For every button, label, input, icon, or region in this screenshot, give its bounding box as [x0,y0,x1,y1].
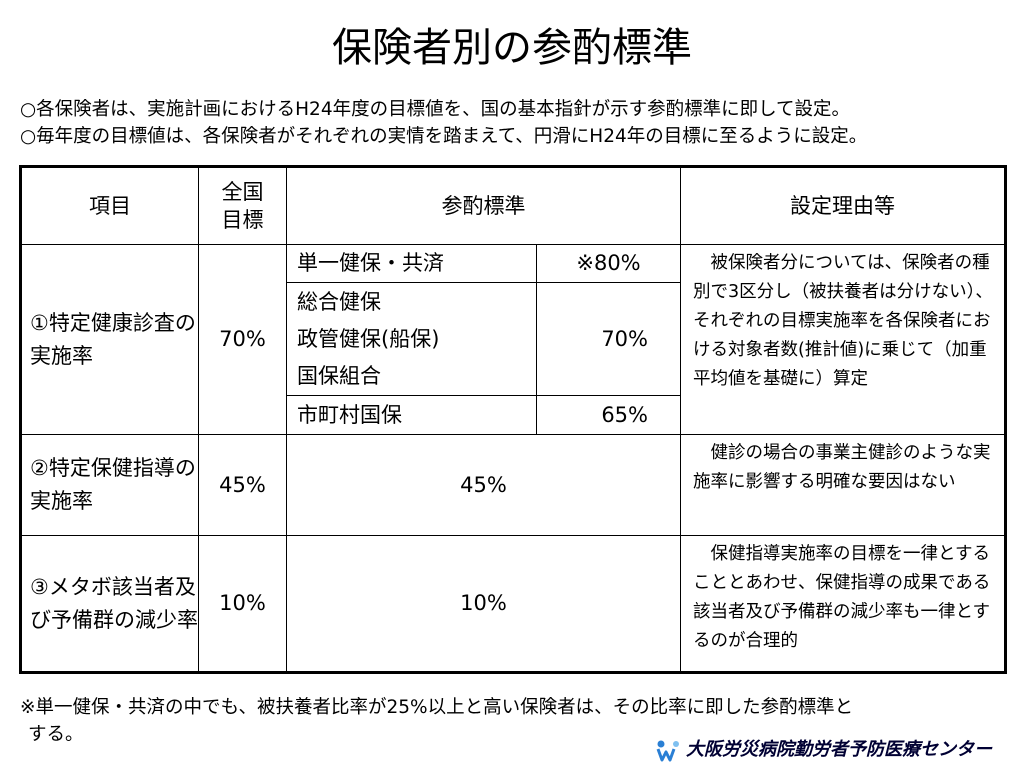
table-row: ③メタボ該当者及び予備群の減少率 10% 10% 保健指導実施率の目標を一律とす… [19,535,1007,674]
row1-sub2-value: 70% [536,282,681,396]
logo-figure-icon [656,740,679,762]
intro-text: ○各保険者は、実施計画におけるH24年度の目標値を、国の基本指針が示す参酌標準に… [20,96,1010,150]
logo-text: 大阪労災病院勤労者予防医療センター [686,739,992,760]
row1-sub3-value: 65% [536,395,681,435]
row1-sub2-line1: 総合健保 [297,289,381,314]
row2-item: ②特定保健指導の実施率 [19,434,199,536]
footnote-line1: ※単一健保・共済の中でも、被扶養者比率が25%以上と高い保険者は、その比率に即し… [20,697,854,718]
row1-sub1-value: ※80% [536,244,681,283]
standards-table: 項目 全国 目標 参酌標準 設定理由等 ①特定健康診査の実施率 70% 単一健保… [19,165,1007,674]
row1-sub2-line3: 国保組合 [297,363,381,388]
row1-item: ①特定健康診査の実施率 [19,244,199,435]
row1-sub2-line2: 政管健保(船保) [297,326,440,351]
header-national-target: 全国 目標 [198,165,287,245]
table-row: ①特定健康診査の実施率 70% 単一健保・共済 ※80% 被保険者分については、… [19,244,1007,435]
row3-national: 10% [198,535,287,674]
row3-item: ③メタボ該当者及び予備群の減少率 [19,535,199,674]
organization-logo: 大阪労災病院勤労者予防医療センター [656,737,992,763]
table-row: ②特定保健指導の実施率 45% 45% 健診の場合の事業主健診のような実施率に影… [19,434,1007,536]
footnote: ※単一健保・共済の中でも、被扶養者比率が25%以上と高い保険者は、その比率に即し… [20,694,1010,748]
row1-sub2-label: 総合健保 政管健保(船保) 国保組合 [286,282,537,396]
row1-national: 70% [198,244,287,435]
row2-national: 45% [198,434,287,536]
footnote-line2: する。 [28,724,84,745]
header-national-line1: 全国 [221,180,264,204]
row1-sub3-label: 市町村国保 [286,395,537,435]
row2-reason: 健診の場合の事業主健診のような実施率に影響する明確な要因はない [680,434,1007,536]
header-standard: 参酌標準 [286,165,681,245]
row3-standard: 10% [286,535,681,674]
row3-reason: 保健指導実施率の目標を一律とすることとあわせ、保健指導の成果である該当者及び予備… [680,535,1007,674]
table-row: 総合健保 政管健保(船保) 国保組合 70% [21,282,1006,396]
page-title: 保険者別の参酌標準 [332,25,692,71]
row2-standard: 45% [286,434,681,536]
header-national-line2: 目標 [221,208,264,232]
header-reason: 設定理由等 [680,165,1007,245]
header-item: 項目 [19,165,199,245]
intro-line-2: ○毎年度の目標値は、各保険者がそれぞれの実情を踏まえて、円滑にH24年の目標に至… [20,126,868,147]
row1-reason: 被保険者分については、保険者の種別で3区分し（被扶養者は分けない）、それぞれの目… [680,244,1007,435]
intro-line-1: ○各保険者は、実施計画におけるH24年度の目標値を、国の基本指針が示す参酌標準に… [20,99,851,120]
row1-sub1-label: 単一健保・共済 [286,244,537,283]
table-header-row: 項目 全国 目標 参酌標準 設定理由等 [19,165,1007,245]
